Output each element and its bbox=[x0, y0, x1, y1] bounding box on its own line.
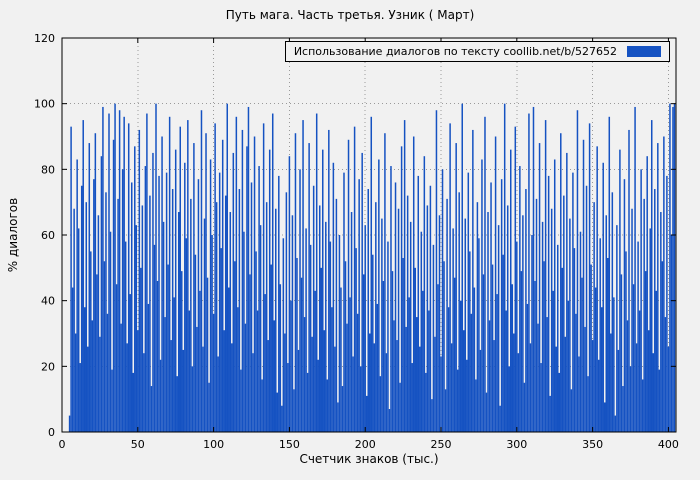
svg-text:40: 40 bbox=[41, 295, 55, 308]
svg-text:150: 150 bbox=[279, 438, 300, 451]
svg-text:300: 300 bbox=[506, 438, 527, 451]
legend-label: Использование диалогов по тексту coollib… bbox=[293, 45, 617, 58]
chart-title: Путь мага. Часть третья. Узник ( Март) bbox=[225, 8, 475, 22]
x-axis-label: Счетчик знаков (тыс.) bbox=[299, 452, 439, 466]
svg-text:60: 60 bbox=[41, 229, 55, 242]
svg-text:400: 400 bbox=[658, 438, 679, 451]
svg-text:80: 80 bbox=[41, 163, 55, 176]
legend-swatch bbox=[627, 46, 661, 57]
svg-text:0: 0 bbox=[59, 438, 66, 451]
svg-text:50: 50 bbox=[131, 438, 145, 451]
svg-text:20: 20 bbox=[41, 360, 55, 373]
svg-text:200: 200 bbox=[355, 438, 376, 451]
svg-text:100: 100 bbox=[203, 438, 224, 451]
legend: Использование диалогов по тексту coollib… bbox=[284, 41, 670, 62]
svg-text:120: 120 bbox=[34, 32, 55, 45]
svg-text:0: 0 bbox=[48, 426, 55, 439]
svg-text:350: 350 bbox=[582, 438, 603, 451]
svg-text:100: 100 bbox=[34, 98, 55, 111]
svg-text:250: 250 bbox=[431, 438, 452, 451]
